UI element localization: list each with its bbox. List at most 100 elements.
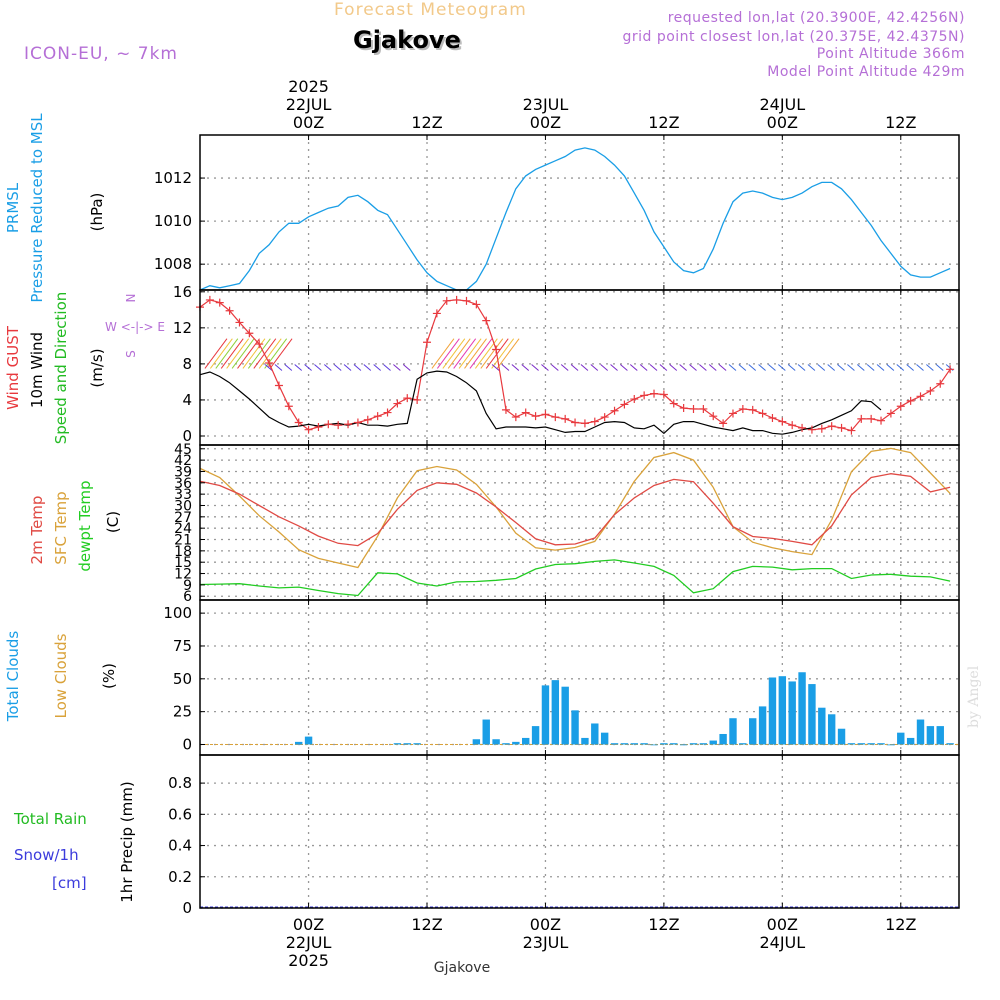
gust-point-marker (334, 421, 343, 430)
cloud-bar (867, 743, 875, 745)
cloud-bar (492, 739, 500, 745)
clouds-low-label: Low Clouds (52, 633, 70, 718)
gust-point-marker (314, 422, 323, 431)
cloud-bar (531, 726, 540, 745)
cloud-bar (916, 719, 925, 745)
gust-point-marker (541, 410, 550, 419)
ytick-label: 4 (182, 391, 192, 409)
gust-point-marker (353, 418, 362, 427)
cloud-bar (758, 706, 767, 745)
wind-direction-arrow (728, 364, 737, 371)
gust-point-marker (383, 408, 392, 417)
gust-point-marker (620, 400, 629, 409)
ytick-label: 45 (174, 442, 192, 458)
wind-hatch-line (453, 338, 477, 369)
cloud-bar (502, 743, 510, 745)
gust-point-marker (758, 409, 767, 418)
cloud-bar (877, 743, 885, 745)
wind-direction-arrow (314, 364, 322, 371)
cloud-bar (294, 741, 303, 745)
ytick-label: 21 (174, 533, 192, 549)
cloud-bar (541, 685, 550, 745)
wind-direction-arrow (669, 364, 678, 371)
wind-direction-arrow (837, 364, 845, 371)
wind-direction-arrow (787, 364, 796, 371)
gust-point-marker (442, 296, 451, 305)
grid-layer (200, 135, 959, 909)
top-tick-label: 00Z (293, 113, 324, 132)
wind-direction-arrow (521, 364, 530, 371)
wind-direction-arrow (679, 364, 687, 371)
gust-point-marker (403, 394, 412, 403)
wind-direction-arrow (610, 364, 618, 371)
gust-point-marker (659, 390, 668, 399)
gust-point-marker (748, 405, 757, 414)
cloud-bar (719, 733, 727, 745)
panel-frame (199, 134, 960, 291)
cloud-bar (413, 743, 421, 745)
gust-point-marker (590, 417, 599, 426)
cloud-bar (640, 743, 648, 745)
gust-point-marker (462, 296, 471, 305)
wind-direction-arrow (570, 364, 579, 371)
wind-direction-arrow (333, 364, 342, 371)
footer-station-label: Gjakove (434, 960, 490, 976)
gust-point-marker (768, 413, 777, 422)
ytick-label: 9 (183, 578, 192, 594)
cloud-bar (561, 686, 569, 745)
gust-point-marker (472, 300, 481, 309)
gust-point-marker (738, 404, 747, 413)
gust-point-marker (294, 418, 303, 427)
wind-direction-arrow (659, 364, 668, 371)
gust-point-marker (551, 413, 560, 422)
temp-sfc-label: SFC Temp (52, 491, 70, 564)
cloud-bar (689, 743, 698, 745)
wind-direction-arrow (304, 364, 312, 371)
ytick-label: 24 (174, 521, 192, 537)
gust-series-line (199, 299, 951, 432)
wind-direction-arrow (373, 364, 381, 371)
ytick-label: 0.4 (168, 837, 192, 855)
wind-direction-arrow (699, 364, 707, 371)
gust-point-marker (482, 316, 491, 325)
gust-point-marker (906, 396, 915, 405)
gust-point-marker (600, 413, 609, 422)
gust-point-marker (946, 365, 955, 374)
wind-direction-arrow (807, 364, 816, 371)
cloud-bar (808, 684, 816, 745)
cloud-bar (472, 739, 481, 745)
gust-point-marker (807, 425, 816, 434)
gust-point-marker (896, 402, 905, 411)
gust-point-marker (393, 399, 402, 408)
wind-direction-arrow (629, 364, 638, 371)
ytick-label: 1008 (154, 255, 192, 273)
wind-10m-label: 10m Wind (28, 332, 46, 408)
ytick-label: 15 (174, 555, 192, 571)
chart-title: Forecast Meteogram (334, 0, 527, 20)
gust-point-marker (699, 404, 708, 413)
wind-direction-arrow (550, 364, 559, 371)
ytick-label: 0.2 (168, 868, 192, 886)
wind-direction-arrow (797, 364, 806, 371)
cloud-bar (857, 743, 865, 745)
cloud-bar (304, 736, 313, 745)
ytick-label: 42 (174, 453, 192, 469)
wind-direction-arrow (363, 364, 372, 371)
cloud-bar (729, 718, 737, 745)
ytick-label: 33 (174, 487, 192, 503)
dewpoint-series-line (199, 559, 951, 597)
cloud-bar (591, 723, 599, 745)
cloud-bar (600, 732, 609, 745)
gust-point-marker (432, 309, 441, 318)
bottom-year-label: 2025 (288, 951, 329, 970)
gust-point-marker (304, 425, 313, 434)
model-altitude: Model Point Altitude 429m (767, 64, 965, 80)
top-date-label: 22JUL (286, 95, 332, 114)
wind-hatch-line (458, 338, 482, 369)
pressure-series-line (199, 147, 951, 291)
gust-point-marker (788, 421, 797, 430)
gust-point-marker (215, 298, 224, 307)
cloud-bar (768, 677, 777, 745)
gust-point-marker (531, 412, 540, 421)
cloud-bar (798, 672, 806, 745)
